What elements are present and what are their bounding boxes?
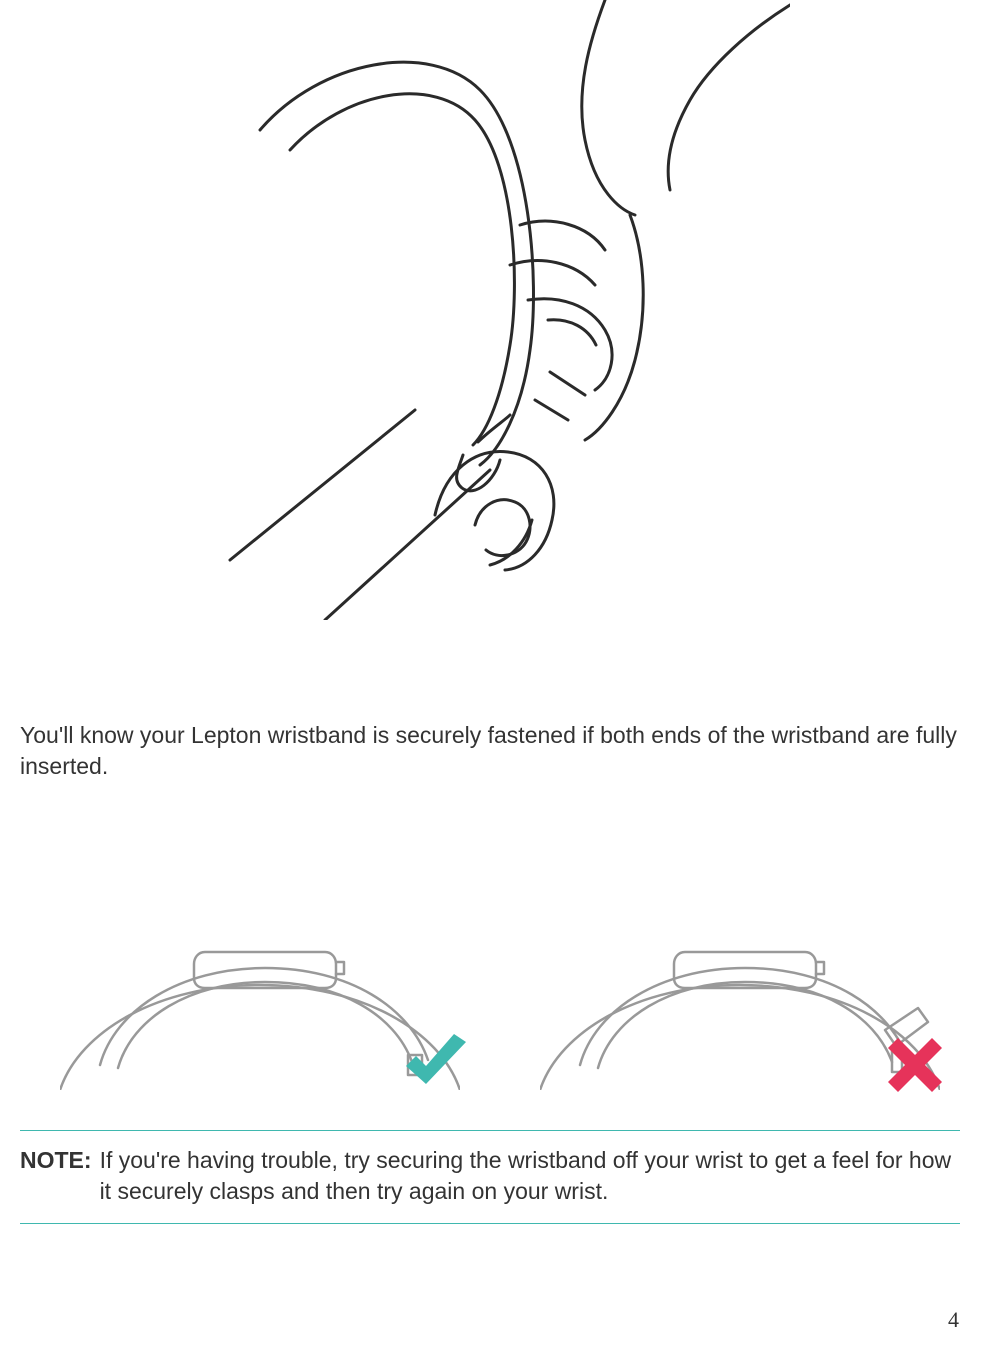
body-paragraph: You'll know your Lepton wristband is sec… [20, 720, 960, 782]
note-block: NOTE: If you're having trouble, try secu… [20, 1130, 960, 1224]
page-number: 4 [948, 1307, 959, 1333]
document-page: You'll know your Lepton wristband is sec… [0, 0, 981, 1351]
note-text: If you're having trouble, try securing t… [100, 1145, 960, 1207]
illustration-correct [60, 890, 460, 1090]
cross-icon [880, 1030, 950, 1100]
comparison-row [60, 870, 940, 1090]
illustration-main-hand-wristband [190, 0, 790, 620]
note-label: NOTE: [20, 1145, 100, 1207]
checkmark-icon [400, 1030, 470, 1100]
illustration-incorrect [540, 890, 940, 1090]
